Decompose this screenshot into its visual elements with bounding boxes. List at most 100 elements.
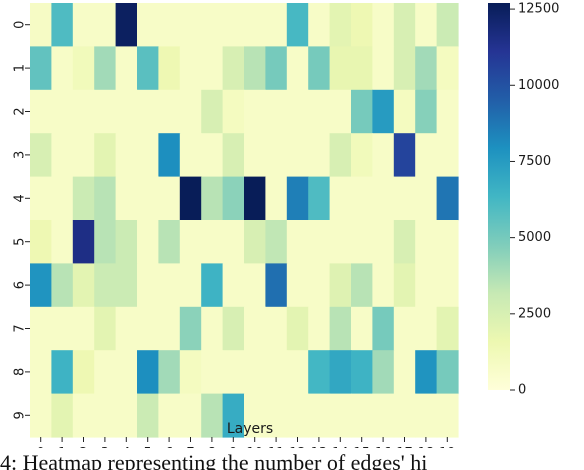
heatmap-cell	[329, 46, 352, 91]
heatmap-cell	[372, 3, 395, 47]
heatmap-cell	[436, 393, 459, 438]
heatmap-cell	[372, 393, 395, 438]
x-tick-label: 4	[122, 446, 130, 448]
heatmap-cell	[286, 89, 309, 134]
heatmap-cell	[308, 133, 331, 178]
colorbar	[488, 3, 510, 390]
heatmap-cell	[94, 350, 117, 395]
x-tick-label: 14	[332, 446, 349, 448]
heatmap-cell	[308, 350, 331, 395]
heatmap-cell	[51, 46, 74, 91]
heatmap-cell	[415, 89, 438, 134]
heatmap-cell	[308, 176, 331, 221]
y-tick-label: 8	[13, 368, 28, 376]
heatmap-cell	[158, 220, 181, 264]
heatmap-cell	[201, 350, 224, 395]
heatmap-cell	[436, 220, 459, 264]
heatmap-cell	[179, 176, 202, 221]
heatmap-cell	[372, 89, 395, 134]
heatmap-cell	[286, 263, 309, 308]
heatmap-cell	[30, 306, 52, 351]
heatmap-cell	[137, 393, 159, 438]
heatmap-cell	[308, 263, 331, 308]
heatmap-cell	[244, 3, 266, 47]
heatmap-cell	[415, 350, 438, 395]
heatmap-cell	[158, 89, 181, 134]
heatmap-cell	[415, 3, 438, 47]
heatmap-cell	[115, 393, 138, 438]
heatmap-cell	[115, 46, 138, 91]
heatmap-cell	[265, 350, 288, 395]
heatmap-cell	[286, 306, 309, 351]
x-tick-label: 17	[396, 446, 413, 448]
heatmap-cell	[222, 89, 245, 134]
heatmap-cell	[72, 350, 95, 395]
heatmap-cell	[222, 3, 245, 47]
x-tick-label: 15	[353, 446, 370, 448]
heatmap-cell	[308, 89, 331, 134]
heatmap-cell	[30, 46, 52, 91]
heatmap-cell	[30, 350, 52, 395]
colorbar-tick-label: 5000	[518, 230, 551, 245]
x-tick-label: 8	[208, 446, 216, 448]
heatmap-cell	[244, 89, 266, 134]
heatmap-cell	[415, 176, 438, 221]
x-tick-label: 2	[79, 446, 87, 448]
heatmap-cell	[436, 89, 459, 134]
heatmap-cell	[393, 133, 416, 178]
heatmap-cell	[436, 176, 459, 221]
heatmap-cell	[201, 220, 224, 264]
x-tick-label: 10	[246, 446, 263, 448]
heatmap-cell	[51, 176, 74, 221]
y-tick-label: 9	[13, 411, 28, 419]
heatmap-cell	[329, 393, 352, 438]
heatmap-cell	[158, 133, 181, 178]
x-tick-label: 1	[58, 446, 66, 448]
heatmap-cell	[393, 89, 416, 134]
heatmap-cell	[415, 220, 438, 264]
heatmap-cell	[436, 306, 459, 351]
heatmap-cell	[137, 350, 159, 395]
heatmap-cell	[51, 220, 74, 264]
heatmap-cell	[329, 350, 352, 395]
heatmap-cell	[286, 350, 309, 395]
heatmap-cell	[436, 3, 459, 47]
heatmap-cell	[179, 306, 202, 351]
x-tick-label: 19	[439, 446, 456, 448]
y-tick-label: 5	[13, 238, 28, 246]
heatmap-cell	[158, 263, 181, 308]
heatmap-cell	[244, 393, 266, 438]
heatmap-cell	[436, 350, 459, 395]
heatmap-cell	[265, 3, 288, 47]
x-tick-label: 16	[375, 446, 392, 448]
heatmap-cell	[351, 350, 373, 395]
heatmap-cell	[158, 3, 181, 47]
heatmap-cell	[179, 263, 202, 308]
heatmap-cell	[115, 306, 138, 351]
colorbar-tick-label: 0	[518, 383, 526, 398]
heatmap-cell	[244, 306, 266, 351]
heatmap-cell	[415, 133, 438, 178]
heatmap-cell	[179, 46, 202, 91]
heatmap-cell	[51, 89, 74, 134]
heatmap-cell	[265, 263, 288, 308]
heatmap-cell	[137, 3, 159, 47]
heatmap-cell	[115, 89, 138, 134]
heatmap-cell	[94, 220, 117, 264]
colorbar-tick-label: 2500	[518, 306, 551, 321]
heatmap-cell	[244, 176, 266, 221]
heatmap-cell	[72, 89, 95, 134]
x-tick-label: 5	[144, 446, 152, 448]
heatmap-cell	[30, 263, 52, 308]
heatmap-cell	[115, 263, 138, 308]
heatmap-cell	[72, 220, 95, 264]
heatmap-cell	[393, 220, 416, 264]
heatmap-cell	[30, 3, 52, 47]
heatmap-cell	[30, 133, 52, 178]
heatmap-cell	[415, 393, 438, 438]
heatmap-cell	[308, 220, 331, 264]
heatmap-cell	[201, 263, 224, 308]
heatmap-cell	[179, 3, 202, 47]
heatmap-cell	[201, 393, 224, 438]
heatmap-cell	[201, 306, 224, 351]
